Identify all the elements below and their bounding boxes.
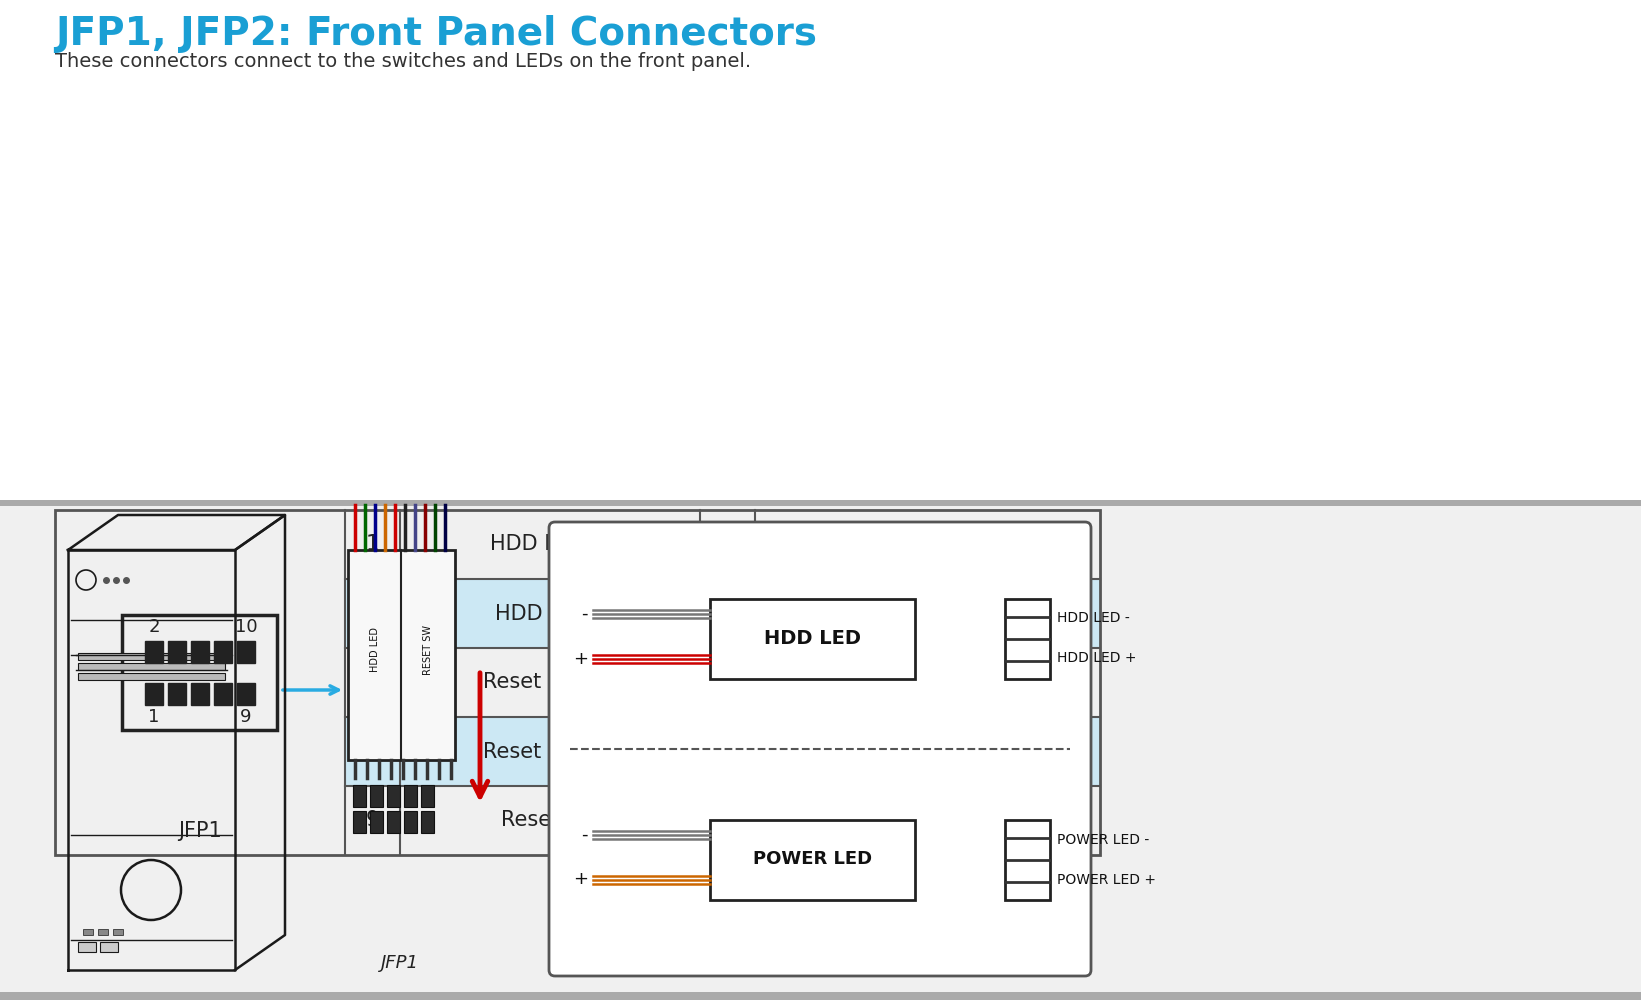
Bar bbox=[167, 682, 185, 704]
Bar bbox=[98, 929, 108, 935]
Text: These connectors connect to the switches and LEDs on the front panel.: These connectors connect to the switches… bbox=[56, 52, 752, 71]
Bar bbox=[213, 682, 231, 704]
Text: POWER LED +: POWER LED + bbox=[1057, 872, 1155, 886]
Text: 10: 10 bbox=[235, 618, 258, 637]
Text: POWER LED -: POWER LED - bbox=[1057, 832, 1149, 846]
Text: HDD LED -: HDD LED - bbox=[496, 603, 604, 624]
Bar bbox=[79, 673, 225, 680]
Bar bbox=[345, 579, 1099, 648]
Bar bbox=[422, 785, 433, 807]
Bar bbox=[144, 641, 162, 662]
Bar bbox=[348, 550, 455, 760]
Text: JFP1: JFP1 bbox=[179, 821, 222, 841]
Text: Reserved: Reserved bbox=[502, 810, 599, 830]
Text: +: + bbox=[573, 650, 587, 668]
Bar bbox=[123, 615, 277, 730]
Text: 6: 6 bbox=[720, 672, 734, 692]
Text: 10: 10 bbox=[714, 810, 740, 830]
Text: RESET SW: RESET SW bbox=[423, 625, 433, 675]
Text: 7: 7 bbox=[366, 742, 379, 762]
Text: Power Switch: Power Switch bbox=[858, 672, 996, 692]
Bar bbox=[387, 785, 400, 807]
Bar bbox=[404, 785, 417, 807]
Text: -: - bbox=[581, 604, 587, 622]
Bar bbox=[56, 510, 1099, 855]
Text: JFP1, JFP2: Front Panel Connectors: JFP1, JFP2: Front Panel Connectors bbox=[56, 15, 817, 53]
Bar bbox=[0, 500, 1641, 506]
Text: +: + bbox=[573, 870, 587, 888]
Bar bbox=[167, 641, 185, 662]
Text: 9: 9 bbox=[366, 810, 379, 830]
Bar bbox=[387, 811, 400, 833]
Text: 2: 2 bbox=[720, 534, 734, 554]
Text: 2: 2 bbox=[148, 618, 159, 637]
Bar bbox=[422, 811, 433, 833]
Bar bbox=[711, 820, 916, 900]
Bar bbox=[190, 682, 208, 704]
Bar bbox=[79, 942, 97, 952]
Bar bbox=[711, 598, 916, 678]
Bar bbox=[0, 506, 1641, 1000]
Bar bbox=[353, 811, 366, 833]
Text: POWER LED: POWER LED bbox=[753, 850, 871, 868]
Text: HDD LED -: HDD LED - bbox=[1057, 611, 1129, 626]
Bar bbox=[190, 641, 208, 662]
Bar bbox=[369, 811, 382, 833]
Text: 9: 9 bbox=[240, 708, 251, 726]
Text: HDD LED: HDD LED bbox=[765, 629, 862, 648]
Text: HDD LED: HDD LED bbox=[369, 628, 379, 672]
Bar bbox=[79, 663, 225, 670]
Bar bbox=[113, 929, 123, 935]
Bar bbox=[84, 929, 94, 935]
Bar bbox=[1004, 598, 1050, 678]
Text: 8: 8 bbox=[720, 742, 734, 762]
Bar bbox=[236, 641, 254, 662]
FancyBboxPatch shape bbox=[550, 522, 1091, 976]
Bar bbox=[100, 942, 118, 952]
Text: 1: 1 bbox=[366, 534, 379, 554]
Text: JFP1: JFP1 bbox=[381, 954, 418, 972]
Bar bbox=[1004, 820, 1050, 900]
Text: Reset Switch: Reset Switch bbox=[482, 672, 617, 692]
Bar bbox=[0, 992, 1641, 1000]
Text: HDD LED +: HDD LED + bbox=[1057, 652, 1137, 666]
Text: -: - bbox=[581, 826, 587, 844]
Text: HDD LED +: HDD LED + bbox=[491, 534, 609, 554]
Bar bbox=[353, 785, 366, 807]
Text: Reset Switch: Reset Switch bbox=[482, 742, 617, 762]
Bar bbox=[345, 717, 1099, 786]
Text: Power LED +: Power LED + bbox=[860, 534, 994, 554]
Bar bbox=[404, 811, 417, 833]
Text: 3: 3 bbox=[366, 603, 379, 624]
Text: No Pin: No Pin bbox=[894, 810, 960, 830]
Text: 4: 4 bbox=[720, 603, 734, 624]
Bar bbox=[144, 682, 162, 704]
Text: 5: 5 bbox=[366, 672, 379, 692]
Text: 1: 1 bbox=[148, 708, 159, 726]
Bar bbox=[79, 653, 225, 660]
Bar bbox=[213, 641, 231, 662]
Text: Power Switch: Power Switch bbox=[858, 742, 996, 762]
Text: Power LED -: Power LED - bbox=[865, 603, 990, 624]
Bar bbox=[236, 682, 254, 704]
Bar bbox=[369, 785, 382, 807]
